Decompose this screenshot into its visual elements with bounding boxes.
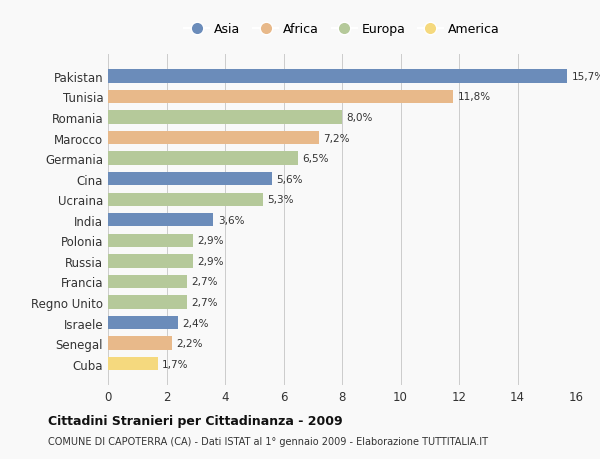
Text: 7,2%: 7,2% [323,133,349,143]
Text: 2,9%: 2,9% [197,236,224,246]
Text: 3,6%: 3,6% [218,215,244,225]
Bar [108,193,263,207]
Text: 2,7%: 2,7% [191,277,218,287]
Bar [108,132,319,145]
Text: 2,7%: 2,7% [191,297,218,308]
Bar [108,70,567,84]
Text: 8,0%: 8,0% [346,113,373,123]
Text: 5,6%: 5,6% [276,174,302,185]
Bar [108,111,342,124]
Legend: Asia, Africa, Europa, America: Asia, Africa, Europa, America [179,18,505,41]
Bar [108,275,187,289]
Bar [108,152,298,165]
Bar [108,357,158,370]
Bar [108,90,453,104]
Text: 15,7%: 15,7% [572,72,600,82]
Text: 2,9%: 2,9% [197,256,224,266]
Bar [108,316,178,330]
Text: 5,3%: 5,3% [268,195,294,205]
Text: 11,8%: 11,8% [458,92,491,102]
Text: 2,2%: 2,2% [177,338,203,348]
Text: 2,4%: 2,4% [182,318,209,328]
Bar [108,234,193,247]
Bar [108,255,193,268]
Text: COMUNE DI CAPOTERRA (CA) - Dati ISTAT al 1° gennaio 2009 - Elaborazione TUTTITAL: COMUNE DI CAPOTERRA (CA) - Dati ISTAT al… [48,437,488,446]
Text: Cittadini Stranieri per Cittadinanza - 2009: Cittadini Stranieri per Cittadinanza - 2… [48,414,343,428]
Bar [108,296,187,309]
Bar [108,213,214,227]
Bar [108,173,272,186]
Text: 6,5%: 6,5% [302,154,329,164]
Bar [108,337,172,350]
Text: 1,7%: 1,7% [162,359,188,369]
